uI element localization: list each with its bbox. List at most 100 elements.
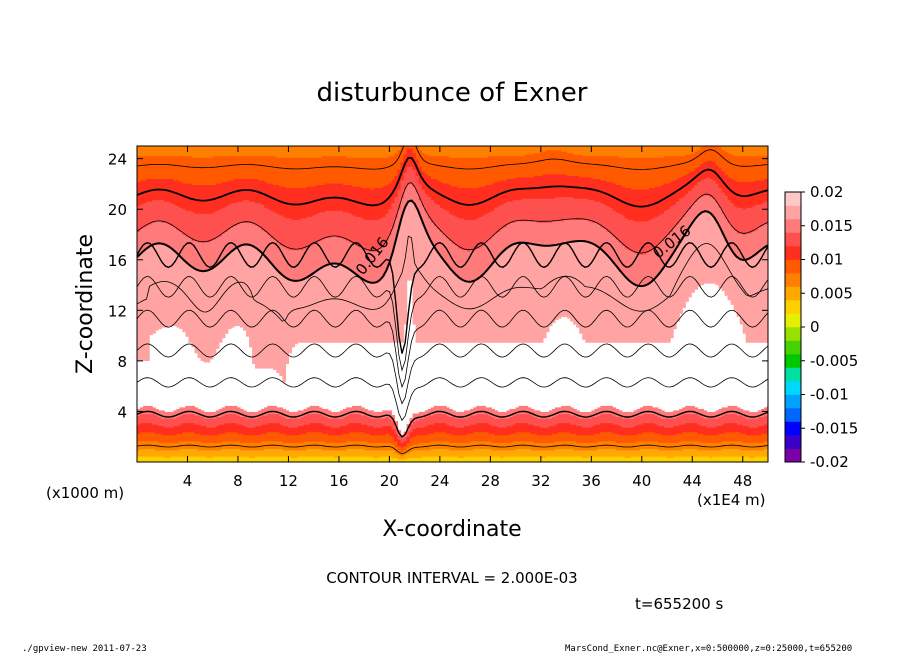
- contour-band: [345, 440, 368, 443]
- contour-band: [442, 181, 495, 184]
- contour-band: [391, 228, 399, 231]
- contour-band: [394, 436, 399, 439]
- contour-band: [221, 260, 271, 263]
- contour-band: [685, 405, 695, 408]
- contour-band: [685, 211, 701, 214]
- contour-band: [621, 272, 662, 275]
- contour-band: [400, 219, 423, 222]
- contour-band: [352, 213, 386, 216]
- contour-band: [394, 201, 402, 204]
- contour-band: [757, 425, 768, 428]
- colorbar-swatch: [785, 354, 801, 368]
- contour-band: [412, 184, 423, 187]
- contour-band: [267, 257, 393, 260]
- contour-band: [618, 239, 665, 242]
- contour-band: [485, 242, 520, 245]
- contour-band: [724, 236, 768, 239]
- contour-band: [394, 243, 435, 246]
- contour-band: [497, 425, 508, 428]
- contour-band: [736, 413, 768, 416]
- contour-band: [412, 322, 553, 325]
- contour-band: [473, 431, 489, 434]
- contour-band: [215, 425, 247, 428]
- contour-band: [143, 249, 174, 252]
- contour-band: [267, 422, 280, 425]
- contour-band: [382, 425, 393, 428]
- x-tick-label: 44: [683, 472, 702, 490]
- contour-band: [397, 448, 408, 451]
- contour-band: [137, 284, 408, 287]
- contour-band: [739, 316, 768, 319]
- contour-band: [673, 252, 735, 255]
- contour-band: [182, 330, 229, 333]
- contour-band: [406, 446, 768, 449]
- contour-band: [282, 275, 311, 278]
- contour-band: [545, 455, 583, 459]
- contour-band: [727, 175, 768, 178]
- contour-band: [585, 340, 671, 343]
- contour-band: [137, 305, 408, 308]
- contour-band: [382, 276, 459, 280]
- contour-band: [421, 201, 435, 204]
- contour-band: [573, 448, 598, 451]
- contour-band: [415, 337, 544, 340]
- contour-band: [379, 278, 462, 281]
- contour-band: [633, 425, 665, 428]
- contour-band: [137, 433, 162, 436]
- contour-band: [391, 181, 402, 184]
- contour-band: [137, 431, 141, 434]
- contour-band: [654, 278, 768, 281]
- contour-band: [270, 208, 389, 211]
- contour-band: [415, 336, 547, 339]
- contour-band: [324, 182, 344, 186]
- contour-band: [258, 225, 396, 228]
- contour-band: [155, 413, 184, 416]
- contour-band: [760, 249, 768, 252]
- contour-band: [137, 413, 141, 416]
- contour-band: [397, 190, 405, 193]
- contour-band: [700, 164, 720, 167]
- contour-band: [439, 205, 499, 208]
- contour-band: [403, 454, 768, 457]
- contour-band: [333, 455, 338, 459]
- contour-band: [137, 269, 199, 272]
- contour-band: [215, 210, 274, 213]
- contour-band: [470, 424, 492, 427]
- contour-band: [236, 422, 268, 425]
- contour-band: [170, 201, 238, 204]
- contour-band: [137, 333, 153, 336]
- contour-band: [448, 266, 489, 269]
- contour-band: [763, 414, 768, 418]
- contour-band: [412, 298, 689, 301]
- contour-band: [682, 217, 695, 220]
- contour-band: [409, 439, 768, 442]
- contour-band: [630, 455, 668, 459]
- contour-band: [500, 229, 608, 233]
- contour-band: [733, 178, 765, 181]
- contour-band: [573, 320, 677, 324]
- contour-band: [691, 152, 732, 155]
- contour-band: [639, 407, 659, 410]
- contour-band: [458, 216, 480, 219]
- contour-band: [221, 207, 268, 210]
- contour-band: [137, 231, 184, 234]
- contour-band: [137, 319, 408, 322]
- contour-band: [500, 228, 608, 231]
- contour-band: [721, 188, 768, 192]
- contour-band: [221, 407, 241, 410]
- contour-band: [382, 410, 393, 413]
- colorbar-swatch: [785, 313, 801, 328]
- contour-band: [137, 307, 408, 310]
- contour-band: [694, 202, 720, 205]
- contour-band: [724, 193, 768, 196]
- contour-band: [388, 261, 447, 264]
- contour-band: [636, 440, 659, 443]
- contour-band: [394, 445, 402, 448]
- contour-band: [285, 276, 308, 280]
- contour-line: [137, 235, 768, 322]
- contour-band: [554, 414, 577, 418]
- contour-band: [221, 234, 271, 237]
- contour-band: [137, 239, 193, 242]
- contour-band: [548, 425, 583, 428]
